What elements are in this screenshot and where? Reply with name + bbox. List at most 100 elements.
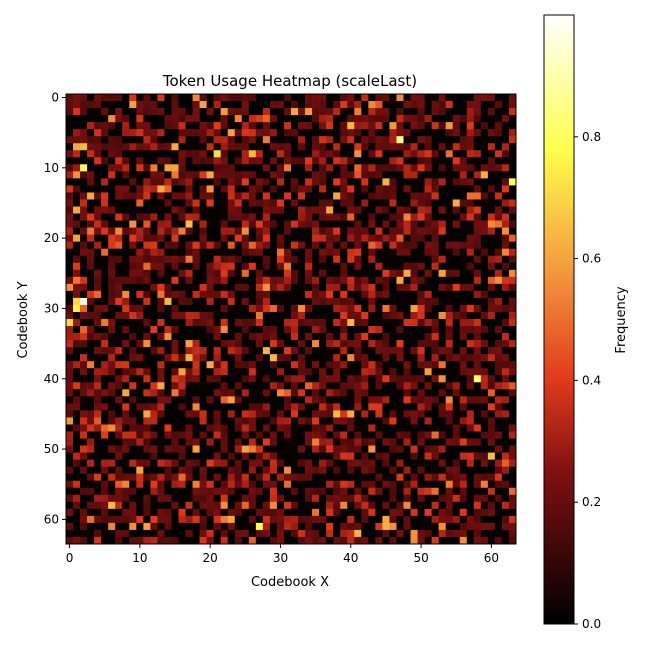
heatmap-cell [291, 445, 299, 453]
heatmap-cell [108, 501, 116, 510]
heatmap-cell [417, 445, 425, 453]
heatmap-cell [445, 122, 454, 130]
heatmap-cell [276, 347, 285, 355]
heatmap-cell [276, 333, 285, 341]
heatmap-cell [157, 473, 165, 482]
heatmap-cell [283, 143, 292, 151]
heatmap-cell [283, 375, 292, 383]
heatmap-cell [417, 354, 425, 362]
heatmap-cell [438, 115, 446, 123]
heatmap-cell [291, 508, 299, 517]
heatmap-cell [501, 297, 510, 306]
heatmap-cell [424, 157, 432, 165]
heatmap-cell [487, 248, 496, 257]
heatmap-cell [382, 487, 390, 496]
heatmap-cell [494, 536, 503, 545]
heatmap-cell [276, 199, 285, 207]
heatmap-cell [87, 199, 95, 207]
heatmap-cell [171, 487, 179, 496]
heatmap-cell [248, 396, 257, 404]
heatmap-cell [403, 375, 411, 383]
heatmap-cell [178, 501, 186, 510]
heatmap-cell [234, 389, 243, 397]
heatmap-cell [213, 319, 221, 327]
heatmap-cell [136, 536, 144, 545]
x-axis-label: Codebook X [251, 575, 329, 590]
heatmap-cell [396, 494, 404, 503]
heatmap-cell [312, 319, 320, 327]
heatmap-cell [326, 150, 334, 158]
heatmap-cell [66, 445, 74, 453]
heatmap-cell [192, 375, 200, 383]
heatmap-cell [94, 136, 102, 144]
heatmap-cell [185, 340, 193, 348]
heatmap-cell [269, 438, 278, 446]
heatmap-cell [206, 452, 214, 460]
heatmap-cell [87, 136, 95, 144]
heatmap-cell [487, 143, 496, 151]
heatmap-cell [101, 283, 109, 292]
heatmap-cell [87, 494, 95, 503]
x-tick-label: 60 [484, 551, 499, 565]
heatmap-cell [192, 206, 200, 214]
heatmap-cell [87, 192, 95, 200]
heatmap-cell [227, 396, 236, 404]
heatmap-cell [192, 501, 200, 510]
heatmap-cell [494, 171, 503, 179]
x-tick-label: 50 [413, 551, 428, 565]
heatmap-cell [227, 515, 236, 524]
heatmap-cell [157, 501, 165, 510]
heatmap-cell [269, 129, 278, 137]
heatmap-cell [438, 248, 446, 257]
heatmap-cell [312, 206, 320, 214]
heatmap-cell [466, 143, 475, 151]
heatmap-cell [452, 241, 461, 249]
heatmap-cell [396, 410, 404, 418]
heatmap-cell [255, 389, 264, 397]
heatmap-cell [108, 227, 116, 235]
heatmap-cell [171, 417, 179, 425]
heatmap-cell [417, 136, 425, 144]
heatmap-cell [206, 150, 214, 158]
heatmap-cell [80, 234, 88, 242]
heatmap-cell [438, 326, 446, 334]
heatmap-cell [403, 311, 411, 320]
heatmap-cell [94, 424, 102, 432]
heatmap-cell [185, 368, 193, 376]
heatmap-cell [494, 487, 503, 496]
heatmap-cell [108, 248, 116, 257]
heatmap-cell [87, 445, 95, 453]
heatmap-cell [354, 473, 362, 482]
heatmap-cell [501, 171, 510, 179]
heatmap-cell [494, 178, 503, 186]
heatmap-cell [213, 487, 221, 496]
heatmap-cell [150, 487, 158, 496]
heatmap-cell [508, 227, 517, 235]
heatmap-cell [403, 347, 411, 355]
heatmap-cell [178, 283, 186, 292]
heatmap-cell [291, 403, 299, 411]
heatmap-cell [368, 480, 376, 489]
heatmap-cell [459, 480, 468, 489]
heatmap-cell [396, 375, 404, 383]
heatmap-cell [424, 171, 432, 179]
heatmap-cell [262, 347, 271, 355]
heatmap-cell [305, 382, 313, 390]
heatmap-cell [487, 333, 496, 341]
heatmap-cell [473, 445, 482, 453]
heatmap-cell [508, 473, 517, 482]
heatmap-cell [227, 185, 236, 193]
heatmap-cell [73, 501, 81, 510]
heatmap-cell [480, 375, 489, 383]
heatmap-cell [410, 157, 418, 165]
heatmap-cell [298, 164, 306, 172]
heatmap-cell [108, 129, 116, 137]
heatmap-cell [431, 480, 439, 489]
heatmap-cell [94, 368, 102, 376]
heatmap-cell [396, 438, 404, 446]
heatmap-cell [361, 389, 369, 397]
heatmap-cell [452, 529, 461, 538]
heatmap-cell [94, 459, 102, 467]
heatmap-cell [80, 290, 88, 299]
heatmap-cell [473, 115, 482, 123]
